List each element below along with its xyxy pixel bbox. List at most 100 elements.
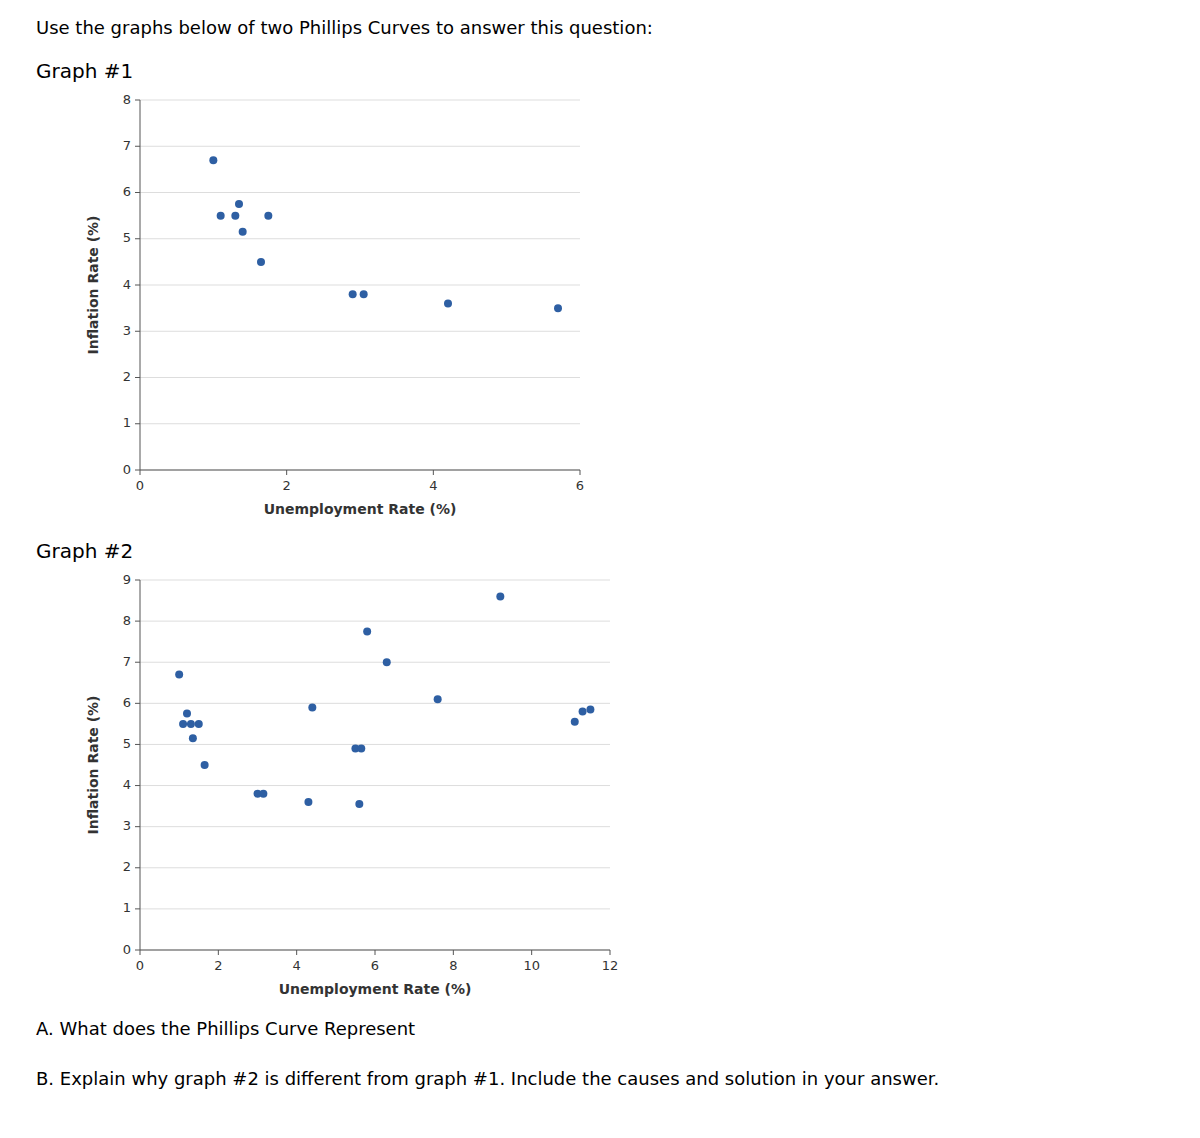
x-axis-label: Unemployment Rate (%) [279,981,472,997]
point [308,703,316,711]
point [201,761,209,769]
tick-mark [135,285,140,286]
grid-line [140,908,610,909]
grid-line [140,285,580,286]
tick-label: 0 [123,462,131,477]
grid-line [140,662,610,663]
tick-label: 2 [214,958,222,973]
point [579,708,587,716]
tick-mark [140,470,141,475]
point [304,798,312,806]
tick-mark [580,470,581,475]
tick-mark [135,146,140,147]
grid-line [140,238,580,239]
point [264,212,272,220]
grid-line [140,621,610,622]
grid-line [140,423,580,424]
point [357,745,365,753]
point [217,212,225,220]
point [195,720,203,728]
y-axis-line [140,580,141,950]
point [187,720,195,728]
point [554,304,562,312]
tick-mark [375,950,376,955]
grid-line [140,192,580,193]
tick-label: 2 [123,369,131,384]
point [383,658,391,666]
point [209,156,217,164]
grid-line [140,146,580,147]
y-axis-label: Inflation Rate (%) [85,695,101,834]
tick-label: 1 [123,415,131,430]
point [571,718,579,726]
point [183,710,191,718]
grid-line [140,377,580,378]
point [235,200,243,208]
tick-mark [135,703,140,704]
tick-mark [135,238,140,239]
point [355,800,363,808]
tick-mark [140,950,141,955]
tick-mark [135,867,140,868]
tick-mark [135,662,140,663]
tick-mark [610,950,611,955]
tick-label: 6 [123,695,131,710]
annotation: Use the graphs below of two Phillips Cur… [36,17,653,38]
point [586,706,594,714]
tick-label: 12 [602,958,619,973]
tick-label: 7 [123,654,131,669]
tick-label: 6 [371,958,379,973]
x-axis-line [140,470,580,471]
tick-label: 4 [123,777,131,792]
chart: Graph #20123456789024681012Unemployment … [36,539,618,997]
marks [175,592,594,808]
tick-label: 3 [123,818,131,833]
tick-mark [135,826,140,827]
grid-line [140,100,580,101]
tick-label: 5 [123,230,131,245]
tick-mark [135,331,140,332]
tick-label: 2 [123,859,131,874]
tick-label: 6 [576,478,584,493]
tick-mark [286,470,287,475]
tick-mark [135,950,140,951]
tick-label: 0 [136,958,144,973]
tick-mark [135,908,140,909]
tick-label: 1 [123,900,131,915]
point [259,790,267,798]
chart-title: Graph #1 [36,59,133,83]
grid-line [140,744,610,745]
grid-line [140,826,610,827]
grid-line [140,580,610,581]
annotation: B. Explain why graph #2 is different fro… [36,1068,939,1089]
grid-line [140,867,610,868]
tick-label: 9 [123,572,131,587]
point [179,720,187,728]
tick-label: 6 [123,184,131,199]
tick-mark [135,100,140,101]
y-axis-line [140,100,141,470]
point [239,228,247,236]
tick-mark [135,423,140,424]
tick-label: 4 [293,958,301,973]
tick-label: 4 [123,277,131,292]
point [444,300,452,308]
grid-line [140,470,580,471]
grid-line [140,950,610,951]
grid-line [140,785,610,786]
tick-label: 0 [136,478,144,493]
tick-mark [135,785,140,786]
grid-line [140,703,610,704]
x-axis-line [140,950,610,951]
point [434,695,442,703]
tick-mark [453,950,454,955]
point [360,290,368,298]
tick-mark [296,950,297,955]
marks [209,156,562,312]
tick-label: 8 [449,958,457,973]
tick-label: 8 [123,92,131,107]
point [257,258,265,266]
tick-mark [135,621,140,622]
chart-title: Graph #2 [36,539,133,563]
point [496,592,504,600]
